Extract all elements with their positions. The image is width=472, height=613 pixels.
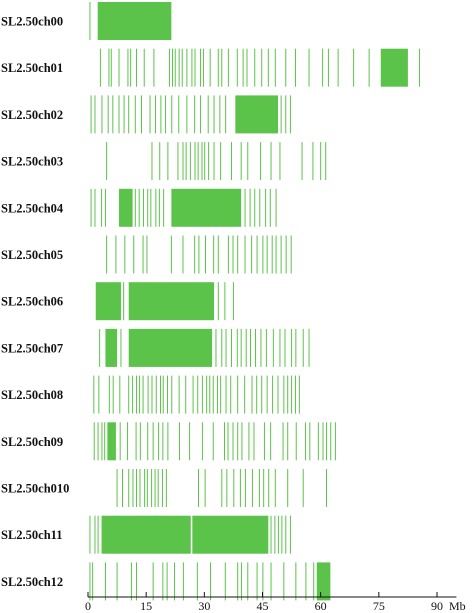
marker-cluster	[316, 562, 331, 601]
marker-cluster	[101, 515, 191, 554]
chromosome-label: SL2.50ch03	[1, 155, 63, 169]
chromosome-label: SL2.50ch02	[1, 108, 63, 122]
x-tick-label: 0	[85, 599, 91, 613]
chromosome-label: SL2.50ch11	[1, 528, 62, 542]
chromosome-label: SL2.50ch12	[1, 575, 63, 589]
chromosome-row: SL2.50ch010	[1, 469, 327, 507]
chromosome-label: SL2.50ch04	[1, 201, 64, 215]
chromosome-label: SL2.50ch00	[1, 15, 63, 29]
chromosome-row: SL2.50ch11	[1, 515, 291, 554]
chromosome-row: SL2.50ch01	[1, 48, 421, 87]
chromosome-row: SL2.50ch08	[1, 375, 300, 414]
x-tick-label: 90	[431, 599, 443, 613]
chromosome-label: SL2.50ch010	[1, 482, 69, 496]
chromosome-row: SL2.50ch07	[1, 328, 310, 367]
chromosome-rows: SL2.50ch00 SL2.50ch01 SL2.50ch02 SL2.50ch03…	[1, 2, 421, 601]
chromosome-label: SL2.50ch08	[1, 388, 63, 402]
marker-cluster	[380, 48, 408, 87]
chromosome-row: SL2.50ch00	[1, 2, 172, 40]
marker-cluster	[128, 282, 215, 321]
marker-cluster	[128, 328, 213, 367]
x-tick-label: 30	[198, 599, 210, 613]
chromosome-label: SL2.50ch01	[1, 61, 63, 75]
x-tick-label: 15	[140, 599, 152, 613]
chromosome-label: SL2.50ch07	[1, 341, 63, 355]
marker-cluster	[97, 2, 172, 40]
chromosome-row: SL2.50ch09	[1, 422, 336, 461]
marker-cluster	[235, 95, 279, 134]
chromosome-row: SL2.50ch02	[1, 95, 291, 134]
chromosome-row: SL2.50ch03	[1, 142, 327, 181]
x-axis: 0 15 30 45 60 75 90 Mb	[85, 592, 466, 613]
x-unit-label: Mb	[449, 599, 466, 613]
chromosome-row: SL2.50ch12	[1, 562, 331, 601]
chromosome-row: SL2.50ch05	[1, 235, 292, 274]
chromosome-row: SL2.50ch06	[1, 282, 234, 321]
marker-cluster	[105, 328, 118, 367]
x-tick-label: 60	[315, 599, 327, 613]
x-tick-label: 75	[373, 599, 385, 613]
marker-cluster	[107, 422, 116, 461]
chromosome-label: SL2.50ch09	[1, 435, 63, 449]
marker-cluster	[119, 188, 133, 227]
marker-cluster	[95, 282, 121, 321]
x-tick-label: 45	[257, 599, 269, 613]
chromosome-row: SL2.50ch04	[1, 188, 277, 227]
chromosome-label: SL2.50ch06	[1, 295, 63, 309]
marker-cluster	[171, 188, 242, 227]
marker-cluster	[192, 515, 269, 554]
chromosome-label: SL2.50ch05	[1, 248, 63, 262]
